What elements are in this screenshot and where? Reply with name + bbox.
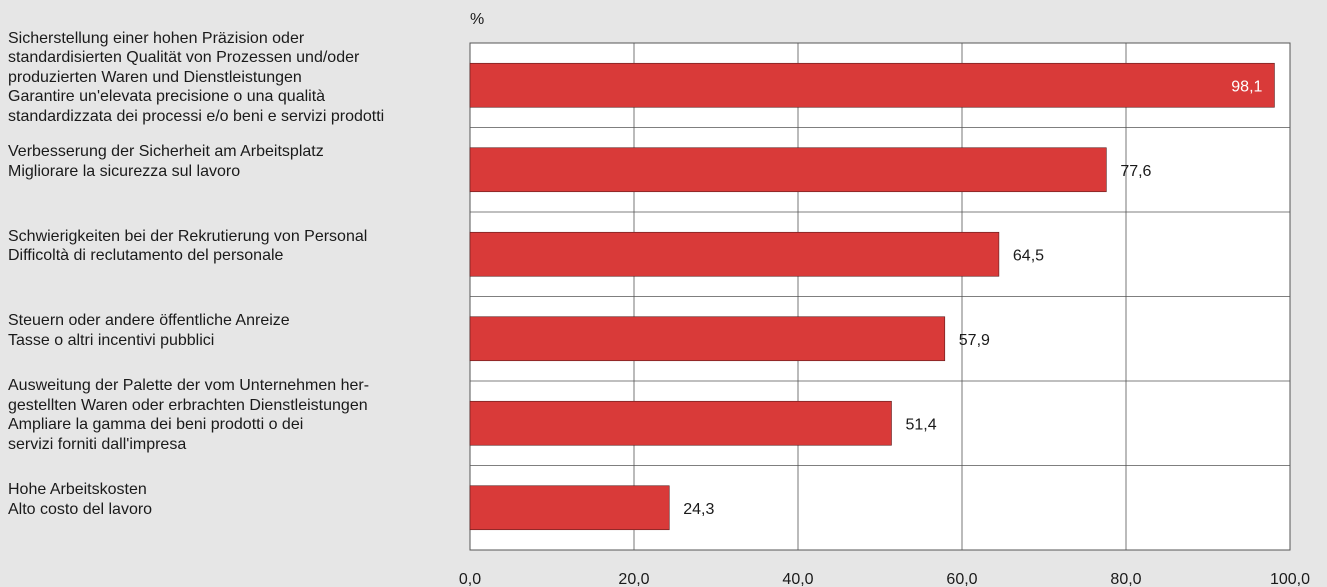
category-label: Hohe Arbeitskosten Alto costo del lavoro (8, 481, 153, 518)
category-label: Verbesserung der Sicherheit am Arbeitspl… (8, 143, 324, 180)
bar (469, 316, 946, 362)
bar-value-label: 64,5 (1013, 247, 1044, 264)
x-tick-label: 20,0 (618, 571, 649, 587)
bar (469, 485, 670, 531)
x-tick-label: 60,0 (946, 571, 977, 587)
category-label: Ausweitung der Palette der vom Unternehm… (8, 377, 370, 453)
bar (469, 231, 1000, 277)
x-tick-label: 40,0 (782, 571, 813, 587)
category-label: Sicherstellung einer hohen Präzision ode… (8, 29, 385, 125)
bar-value-label: 51,4 (905, 416, 936, 433)
category-label: Steuern oder andere öffentliche Anreize … (8, 312, 290, 349)
x-tick-label: 100,0 (1270, 571, 1310, 587)
x-tick-label: 0,0 (459, 571, 481, 587)
bar-value-label: 98,1 (1231, 78, 1262, 95)
bar (469, 400, 892, 446)
x-tick-label: 80,0 (1110, 571, 1141, 587)
category-label: Schwierigkeiten bei der Rekrutierung von… (8, 227, 368, 265)
bar-value-label: 77,6 (1120, 163, 1151, 180)
bar (469, 62, 1275, 108)
bar (469, 147, 1107, 193)
unit-label: % (470, 11, 485, 28)
bar-value-label: 24,3 (683, 501, 714, 518)
bar-value-label: 57,9 (959, 332, 990, 349)
